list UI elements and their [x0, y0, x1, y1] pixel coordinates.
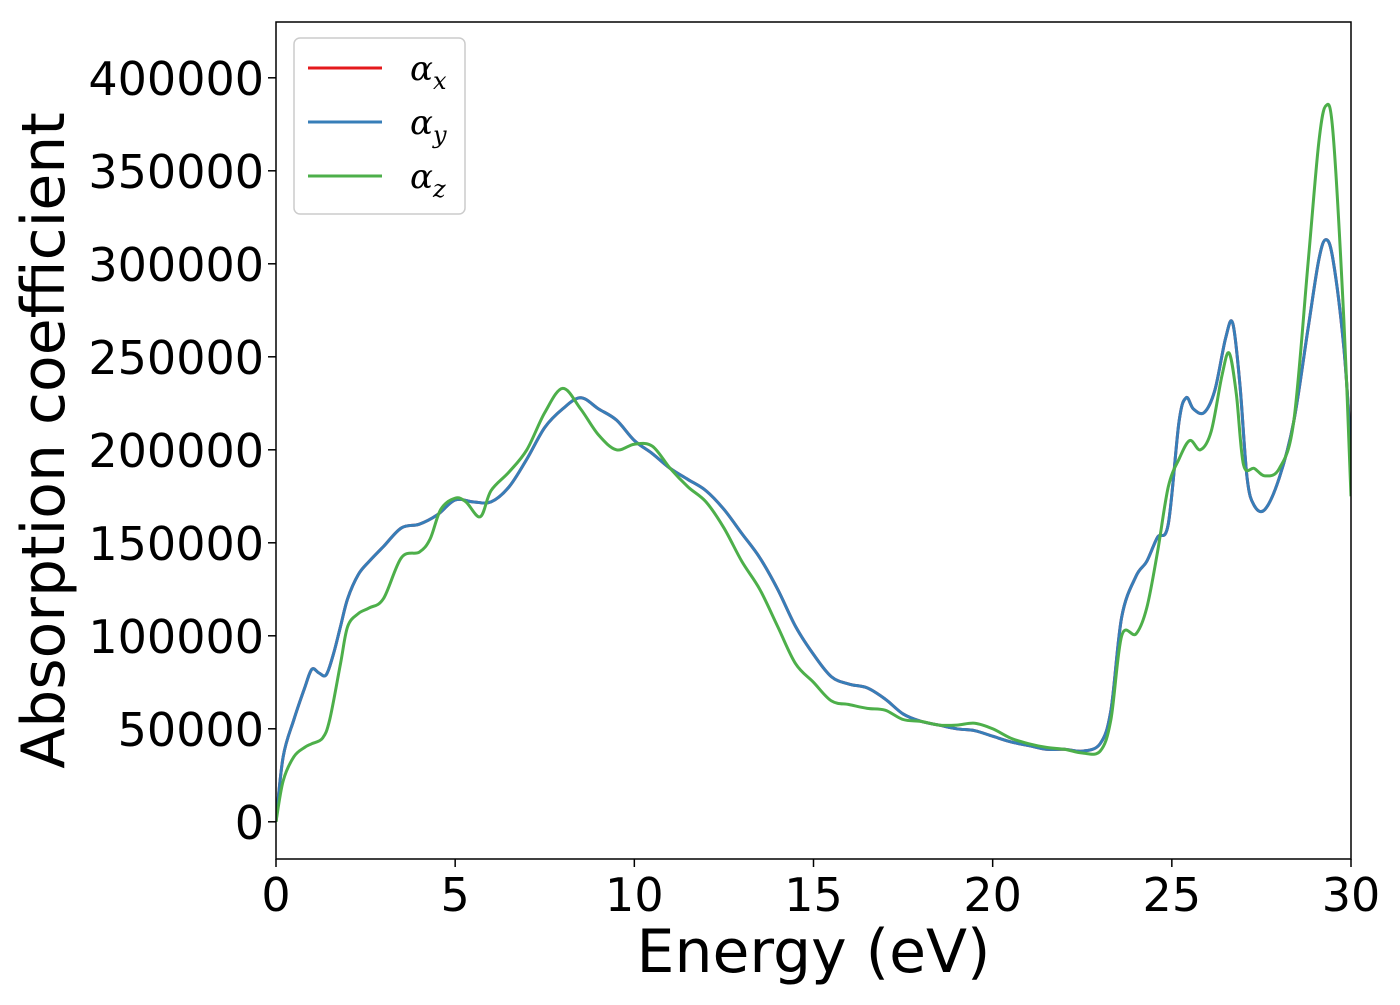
- x-tick-label: 15: [784, 868, 843, 922]
- y-axis-ticks: 0 50000 100000 150000 200000 250000 300000 3500…: [88, 52, 276, 850]
- x-axis-title: Energy (eV): [637, 917, 991, 987]
- legend-label-y: αy: [410, 103, 447, 149]
- y-axis-title: Absorption coefficient: [9, 112, 79, 769]
- y-tick-label: 100000: [88, 610, 264, 664]
- plot-lines: [276, 102, 1351, 823]
- y-tick-label: 300000: [88, 238, 264, 292]
- series-line-y: [276, 238, 1351, 822]
- x-tick-label: 25: [1143, 868, 1202, 922]
- y-tick-label: 0: [235, 796, 264, 850]
- legend: αx αy αz: [293, 37, 466, 215]
- x-tick-label: 0: [261, 868, 290, 922]
- series-line-x: [276, 238, 1351, 822]
- y-tick-label: 250000: [88, 331, 264, 385]
- legend-box: [293, 37, 466, 215]
- x-tick-label: 5: [441, 868, 470, 922]
- y-tick-label: 50000: [118, 703, 264, 757]
- y-tick-label: 350000: [88, 145, 264, 199]
- y-tick-label: 400000: [88, 52, 264, 106]
- y-tick-label: 200000: [88, 424, 264, 478]
- x-axis-ticks: 0 5 10 15 20 25 30: [261, 859, 1380, 922]
- legend-label-x: αx: [410, 49, 447, 95]
- legend-label-z: αz: [410, 157, 446, 203]
- series-line-z: [276, 102, 1351, 823]
- x-tick-label: 20: [963, 868, 1022, 922]
- x-tick-label: 10: [605, 868, 664, 922]
- x-tick-label: 30: [1322, 868, 1381, 922]
- y-tick-label: 150000: [88, 517, 264, 571]
